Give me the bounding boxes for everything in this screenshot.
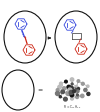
- Circle shape: [87, 85, 89, 88]
- Circle shape: [56, 92, 60, 96]
- Circle shape: [68, 88, 72, 93]
- Circle shape: [81, 83, 84, 85]
- Circle shape: [69, 91, 73, 95]
- Circle shape: [67, 86, 71, 89]
- Circle shape: [87, 93, 90, 96]
- Circle shape: [60, 82, 62, 85]
- Circle shape: [70, 93, 74, 97]
- Circle shape: [58, 85, 62, 89]
- Circle shape: [72, 87, 74, 90]
- Circle shape: [77, 88, 80, 90]
- Circle shape: [65, 81, 67, 83]
- Circle shape: [64, 97, 67, 101]
- Circle shape: [61, 90, 64, 94]
- Circle shape: [72, 90, 75, 93]
- Circle shape: [71, 97, 73, 100]
- Circle shape: [69, 86, 73, 91]
- Circle shape: [84, 89, 87, 92]
- Circle shape: [73, 88, 76, 92]
- Circle shape: [77, 80, 80, 83]
- Circle shape: [63, 87, 66, 90]
- Circle shape: [56, 89, 59, 92]
- Circle shape: [76, 96, 78, 99]
- Circle shape: [59, 96, 61, 98]
- Circle shape: [76, 90, 79, 93]
- Circle shape: [71, 83, 73, 85]
- Circle shape: [76, 86, 77, 87]
- Text: =: =: [37, 88, 43, 93]
- Circle shape: [77, 94, 78, 96]
- Circle shape: [66, 91, 70, 96]
- Circle shape: [81, 94, 84, 98]
- Circle shape: [70, 78, 74, 82]
- Text: R = C$_{12}$H$_{25}$: R = C$_{12}$H$_{25}$: [63, 102, 81, 110]
